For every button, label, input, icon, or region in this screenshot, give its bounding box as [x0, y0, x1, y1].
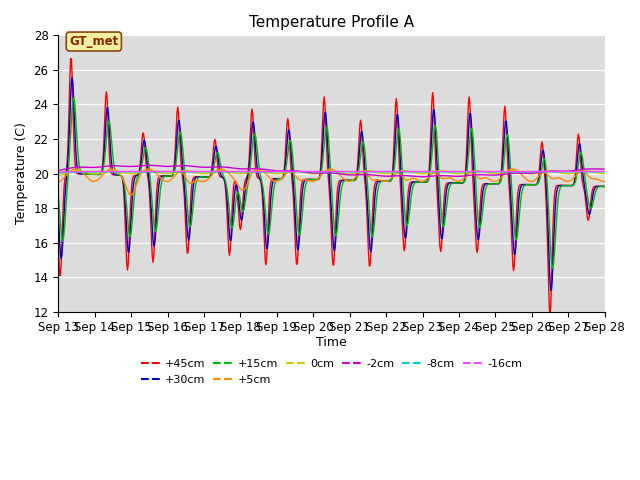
-16cm	[300, 168, 307, 174]
-8cm	[236, 169, 243, 175]
Line: +15cm: +15cm	[58, 97, 604, 268]
-16cm	[600, 168, 608, 174]
-2cm	[403, 173, 410, 179]
+15cm	[487, 181, 495, 187]
Line: +5cm: +5cm	[58, 169, 604, 195]
-2cm	[300, 169, 307, 175]
-8cm	[54, 170, 62, 176]
+30cm	[403, 230, 410, 236]
0cm	[582, 168, 590, 174]
+15cm	[600, 183, 608, 189]
+30cm	[236, 206, 243, 212]
X-axis label: Time: Time	[316, 336, 347, 349]
-8cm	[374, 169, 382, 175]
-16cm	[54, 169, 62, 175]
+45cm	[487, 181, 495, 187]
-2cm	[419, 174, 426, 180]
+45cm	[300, 177, 307, 183]
Legend: +45cm, +30cm, +15cm, +5cm, 0cm, -2cm, -8cm, -16cm: +45cm, +30cm, +15cm, +5cm, 0cm, -2cm, -8…	[136, 355, 527, 389]
-2cm	[374, 173, 382, 179]
0cm	[374, 169, 381, 175]
0cm	[402, 168, 410, 174]
+45cm	[54, 239, 62, 245]
Line: +45cm: +45cm	[58, 59, 604, 315]
Line: -8cm: -8cm	[58, 172, 604, 173]
-8cm	[186, 169, 193, 175]
-8cm	[600, 169, 608, 175]
-8cm	[159, 169, 166, 175]
+30cm	[487, 181, 495, 187]
-16cm	[403, 168, 410, 174]
Text: GT_met: GT_met	[69, 35, 118, 48]
-2cm	[600, 166, 608, 172]
+30cm	[548, 287, 556, 293]
0cm	[159, 170, 166, 176]
-2cm	[488, 172, 495, 178]
-16cm	[487, 168, 495, 174]
Title: Temperature Profile A: Temperature Profile A	[249, 15, 414, 30]
+15cm	[159, 175, 167, 180]
+45cm	[159, 173, 167, 179]
+45cm	[600, 183, 608, 189]
+45cm	[236, 223, 243, 229]
+15cm	[374, 186, 382, 192]
0cm	[486, 170, 494, 176]
+5cm	[374, 177, 382, 182]
-2cm	[159, 163, 167, 169]
0cm	[235, 171, 243, 177]
+5cm	[300, 177, 307, 183]
+30cm	[300, 183, 307, 189]
Line: +30cm: +30cm	[58, 78, 604, 290]
+5cm	[54, 179, 62, 185]
+15cm	[403, 222, 410, 228]
+15cm	[549, 265, 557, 271]
+45cm	[374, 178, 382, 184]
-8cm	[487, 169, 495, 175]
+5cm	[127, 192, 135, 198]
-16cm	[159, 168, 166, 174]
Line: -2cm: -2cm	[58, 165, 604, 177]
+5cm	[403, 177, 410, 183]
+5cm	[600, 179, 608, 184]
-16cm	[236, 168, 243, 174]
Line: 0cm: 0cm	[58, 171, 604, 175]
+15cm	[70, 95, 77, 100]
Y-axis label: Temperature (C): Temperature (C)	[15, 122, 28, 225]
0cm	[600, 171, 608, 177]
+15cm	[54, 192, 62, 198]
-2cm	[236, 166, 243, 172]
+15cm	[236, 194, 243, 200]
+45cm	[546, 312, 554, 318]
+30cm	[68, 75, 76, 81]
+30cm	[600, 183, 608, 189]
+45cm	[403, 217, 410, 223]
0cm	[298, 169, 306, 175]
Line: -16cm: -16cm	[58, 171, 604, 172]
+5cm	[159, 177, 167, 183]
0cm	[54, 172, 62, 178]
-16cm	[374, 168, 382, 174]
+15cm	[300, 202, 307, 208]
+30cm	[374, 179, 382, 185]
+30cm	[54, 210, 62, 216]
-16cm	[223, 168, 231, 174]
-2cm	[145, 162, 153, 168]
-2cm	[54, 168, 62, 173]
-8cm	[300, 169, 307, 175]
+30cm	[159, 173, 167, 179]
+5cm	[236, 185, 243, 191]
-8cm	[403, 169, 410, 175]
+45cm	[67, 56, 74, 61]
+5cm	[508, 166, 516, 172]
+5cm	[487, 178, 495, 183]
